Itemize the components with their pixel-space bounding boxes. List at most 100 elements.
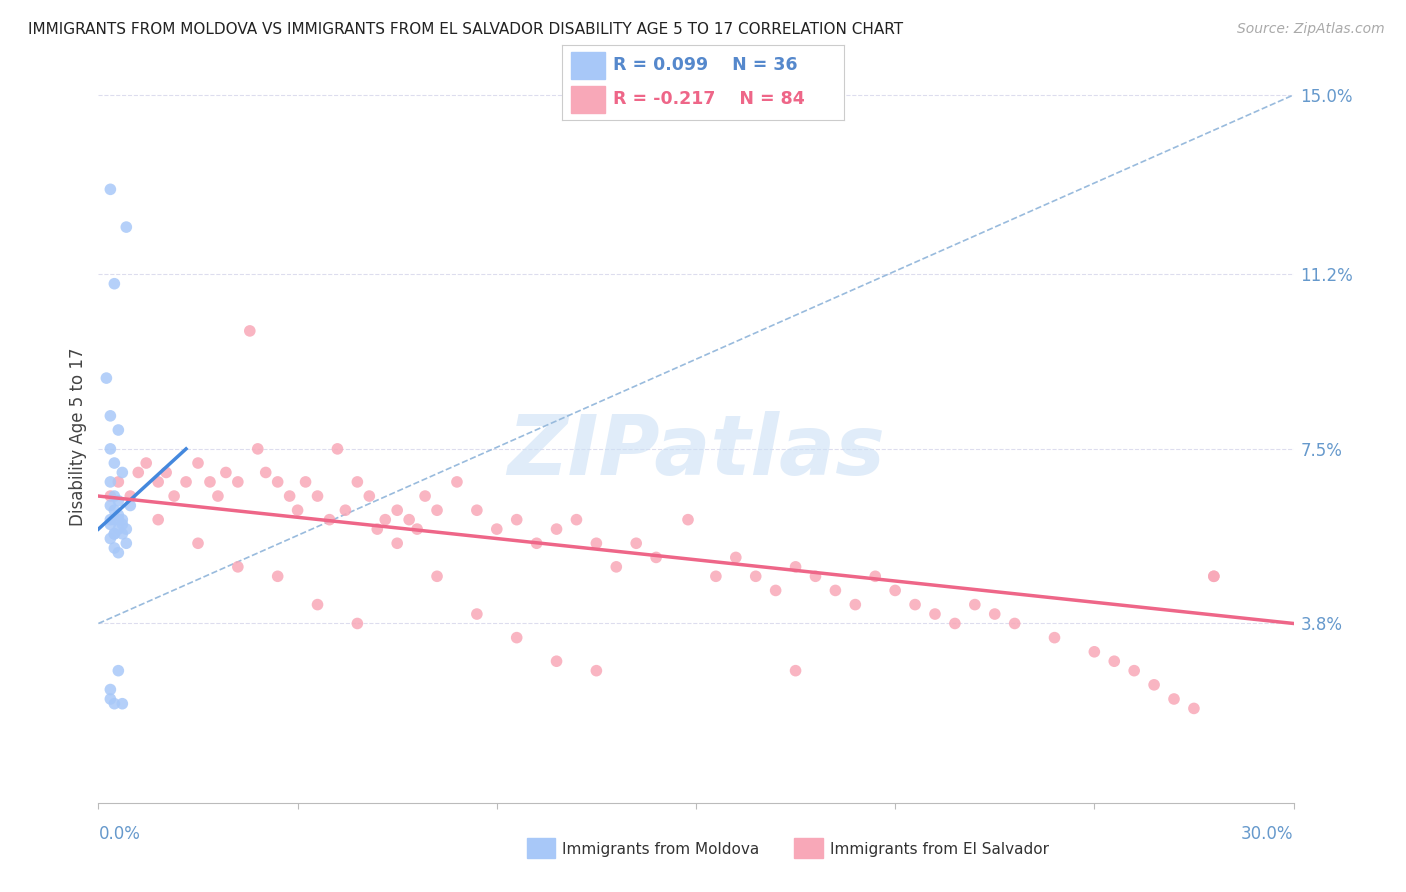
Point bbox=[239, 324, 262, 338]
Point bbox=[785, 559, 807, 574]
Point bbox=[100, 499, 122, 513]
Point bbox=[346, 475, 368, 489]
Point bbox=[346, 616, 368, 631]
Point bbox=[446, 475, 468, 489]
Point bbox=[1083, 645, 1105, 659]
Point bbox=[107, 423, 129, 437]
Point bbox=[1143, 678, 1166, 692]
Point bbox=[485, 522, 508, 536]
Point bbox=[207, 489, 229, 503]
Point bbox=[115, 220, 138, 235]
Text: R = 0.099    N = 36: R = 0.099 N = 36 bbox=[613, 56, 797, 74]
Point bbox=[107, 522, 129, 536]
Point bbox=[100, 409, 122, 423]
Point bbox=[785, 664, 807, 678]
Point bbox=[924, 607, 946, 621]
Point bbox=[215, 466, 238, 480]
Point bbox=[374, 513, 396, 527]
Point bbox=[103, 526, 125, 541]
Point bbox=[115, 536, 138, 550]
Text: Source: ZipAtlas.com: Source: ZipAtlas.com bbox=[1237, 22, 1385, 37]
Point bbox=[704, 569, 727, 583]
Point bbox=[526, 536, 548, 550]
Point bbox=[120, 489, 142, 503]
Point bbox=[506, 631, 529, 645]
Point bbox=[107, 513, 129, 527]
Point bbox=[406, 522, 429, 536]
Point bbox=[107, 493, 129, 508]
Bar bbox=[571, 87, 605, 112]
Point bbox=[100, 682, 122, 697]
Point bbox=[111, 517, 134, 532]
Point bbox=[765, 583, 787, 598]
Point bbox=[844, 598, 866, 612]
Point bbox=[413, 489, 436, 503]
Point bbox=[326, 442, 349, 456]
Point bbox=[267, 569, 290, 583]
Point bbox=[103, 526, 125, 541]
Point bbox=[111, 513, 134, 527]
Point bbox=[103, 489, 125, 503]
Point bbox=[111, 466, 134, 480]
Point bbox=[824, 583, 846, 598]
Point bbox=[465, 503, 488, 517]
Point bbox=[984, 607, 1007, 621]
Text: ZIPatlas: ZIPatlas bbox=[508, 411, 884, 492]
Point bbox=[724, 550, 747, 565]
Point bbox=[103, 456, 125, 470]
Point bbox=[100, 182, 122, 196]
Point bbox=[107, 475, 129, 489]
Point bbox=[107, 508, 129, 522]
Point bbox=[107, 546, 129, 560]
Point bbox=[1102, 654, 1125, 668]
Point bbox=[100, 475, 122, 489]
Point bbox=[120, 499, 142, 513]
Point bbox=[585, 664, 607, 678]
Point bbox=[115, 522, 138, 536]
Point bbox=[1163, 692, 1185, 706]
Point bbox=[1202, 569, 1225, 583]
Point bbox=[198, 475, 221, 489]
Point bbox=[107, 664, 129, 678]
Point bbox=[100, 532, 122, 546]
Text: R = -0.217    N = 84: R = -0.217 N = 84 bbox=[613, 90, 804, 108]
Point bbox=[565, 513, 588, 527]
Point bbox=[626, 536, 648, 550]
Text: Immigrants from Moldova: Immigrants from Moldova bbox=[562, 842, 759, 856]
Point bbox=[135, 456, 157, 470]
Point bbox=[155, 466, 177, 480]
Point bbox=[111, 526, 134, 541]
Point bbox=[174, 475, 197, 489]
Point bbox=[100, 513, 122, 527]
Point bbox=[103, 697, 125, 711]
Point bbox=[1004, 616, 1026, 631]
Point bbox=[465, 607, 488, 621]
Point bbox=[127, 466, 149, 480]
Point bbox=[307, 489, 329, 503]
Point bbox=[318, 513, 340, 527]
Point bbox=[267, 475, 290, 489]
Point bbox=[163, 489, 186, 503]
Point bbox=[100, 692, 122, 706]
Point bbox=[103, 513, 125, 527]
Point bbox=[745, 569, 768, 583]
Point bbox=[103, 541, 125, 555]
Point bbox=[287, 503, 309, 517]
Point bbox=[100, 517, 122, 532]
Y-axis label: Disability Age 5 to 17: Disability Age 5 to 17 bbox=[69, 348, 87, 526]
Point bbox=[187, 536, 209, 550]
Text: 30.0%: 30.0% bbox=[1241, 825, 1294, 843]
Point bbox=[943, 616, 966, 631]
Point bbox=[103, 277, 125, 291]
Text: Immigrants from El Salvador: Immigrants from El Salvador bbox=[830, 842, 1049, 856]
Point bbox=[246, 442, 269, 456]
Point bbox=[904, 598, 927, 612]
Point bbox=[335, 503, 357, 517]
Point bbox=[385, 503, 409, 517]
Point bbox=[585, 536, 607, 550]
Point bbox=[804, 569, 827, 583]
Point bbox=[254, 466, 277, 480]
Point bbox=[385, 536, 409, 550]
Point bbox=[100, 489, 122, 503]
Point bbox=[1202, 569, 1225, 583]
